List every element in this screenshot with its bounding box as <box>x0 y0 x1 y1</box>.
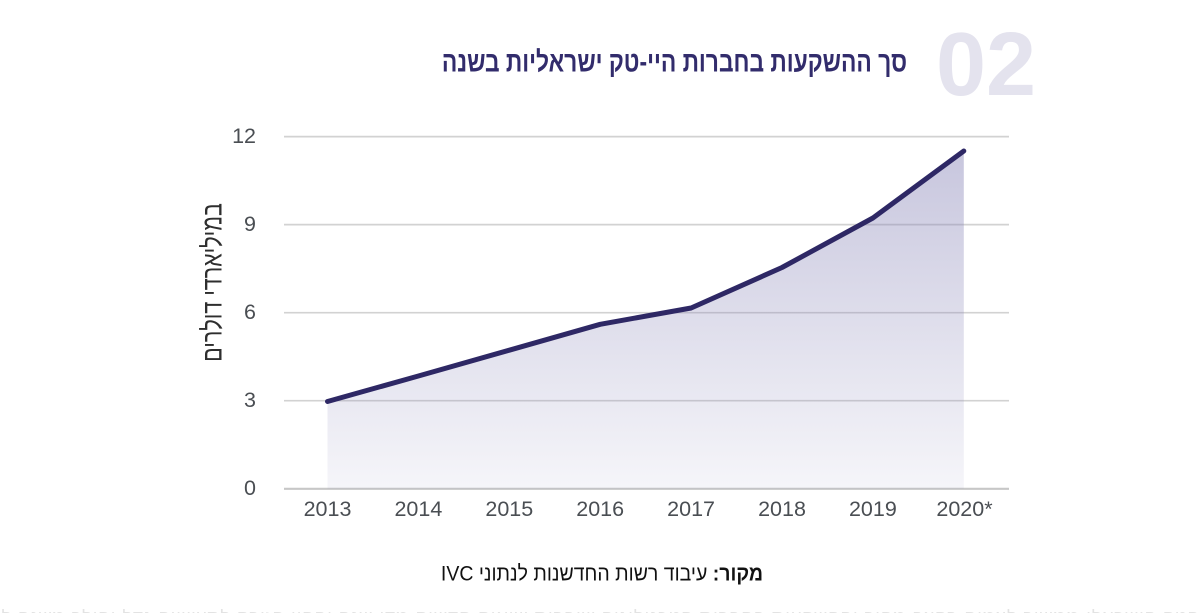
svg-text:2016: 2016 <box>576 497 624 521</box>
svg-text:2013: 2013 <box>304 497 352 521</box>
svg-text:2014: 2014 <box>394 497 442 521</box>
svg-text:0: 0 <box>244 476 256 500</box>
svg-text:2020*: 2020* <box>936 497 993 521</box>
svg-text:9: 9 <box>244 212 256 236</box>
svg-text:2015: 2015 <box>485 497 533 521</box>
svg-text:2018: 2018 <box>758 497 806 521</box>
svg-text:6: 6 <box>244 300 256 324</box>
svg-text:במיליארדי דולרים: במיליארדי דולרים <box>197 203 228 362</box>
svg-text:12: 12 <box>232 124 256 148</box>
svg-text:2017: 2017 <box>667 497 715 521</box>
svg-text:2019: 2019 <box>849 497 897 521</box>
svg-text:3: 3 <box>244 388 256 412</box>
